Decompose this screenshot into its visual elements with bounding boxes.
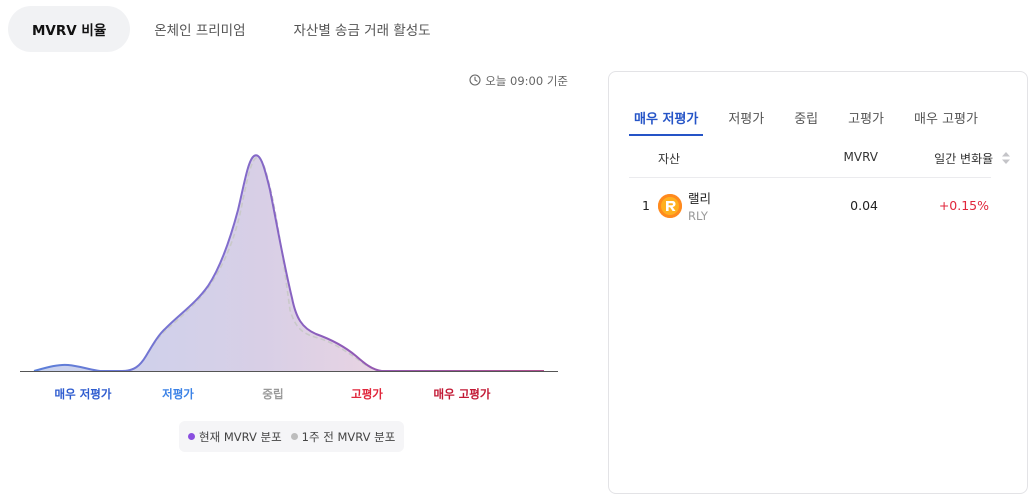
chart-legend: 현재 MVRV 분포 1주 전 MVRV 분포 <box>179 421 405 452</box>
zone-label-neutral: 중립 <box>262 387 284 401</box>
legend-current[interactable]: 현재 MVRV 분포 <box>188 429 282 445</box>
column-mvrv: MVRV <box>843 150 878 164</box>
tab-overvalued[interactable]: 고평가 <box>848 112 885 127</box>
asset-name: 랠리 <box>688 191 712 206</box>
legend-week-ago-dot <box>290 433 298 440</box>
daily-change-value: +0.15% <box>938 198 989 213</box>
legend-week-ago-label: 1주 전 MVRV 분포 <box>301 429 396 444</box>
current-distribution-area <box>34 155 544 371</box>
zone-label-very-undervalued: 매우 저평가 <box>54 387 112 401</box>
sort-icon[interactable] <box>1001 151 1011 168</box>
zone-label-very-overvalued: 매우 고평가 <box>433 387 491 401</box>
top-tab-bar: MVRV 비율 온체인 프리미엄 자산별 송금 거래 활성도 <box>8 6 455 52</box>
tab-very-overvalued[interactable]: 매우 고평가 <box>914 112 978 127</box>
valuation-tab-bar: 매우 저평가 저평가 중립 고평가 매우 고평가 <box>629 100 1007 136</box>
tab-very-undervalued[interactable]: 매우 저평가 <box>629 100 704 136</box>
asset-list-panel: 매우 저평가 저평가 중립 고평가 매우 고평가 자산 MVRV 일간 변화율 … <box>608 71 1028 494</box>
column-daily-change-label: 일간 변화율 <box>934 152 994 166</box>
tab-mvrv-ratio[interactable]: MVRV 비율 <box>8 6 131 52</box>
mvrv-distribution-chart <box>20 154 558 372</box>
zone-label-overvalued: 고평가 <box>351 387 383 401</box>
timestamp-text: 오늘 09:00 기준 <box>485 74 568 88</box>
timestamp: 오늘 09:00 기준 <box>469 73 568 89</box>
tab-neutral[interactable]: 중립 <box>794 112 819 127</box>
tab-onchain-premium[interactable]: 온체인 프리미엄 <box>154 23 246 39</box>
zone-labels: 매우 저평가 저평가 중립 고평가 매우 고평가 <box>0 386 560 402</box>
table-row[interactable]: 1 랠리 RLY 0.04 +0.15% <box>629 180 991 230</box>
tab-transfer-activity[interactable]: 자산별 송금 거래 활성도 <box>293 23 431 39</box>
asset-symbol: RLY <box>688 209 708 223</box>
table-header: 자산 MVRV 일간 변화율 <box>629 144 1010 178</box>
column-daily-change[interactable]: 일간 변화율 <box>934 150 1011 168</box>
rank-number: 1 <box>642 198 650 213</box>
legend-week-ago[interactable]: 1주 전 MVRV 분포 <box>290 429 396 445</box>
legend-current-label: 현재 MVRV 분포 <box>199 429 282 444</box>
tab-undervalued[interactable]: 저평가 <box>728 112 765 127</box>
clock-icon <box>469 73 481 89</box>
zone-label-undervalued: 저평가 <box>162 387 194 401</box>
column-asset: 자산 <box>658 152 681 166</box>
legend-current-dot <box>188 433 195 440</box>
rally-logo-icon <box>658 194 682 218</box>
mvrv-value: 0.04 <box>850 198 878 213</box>
